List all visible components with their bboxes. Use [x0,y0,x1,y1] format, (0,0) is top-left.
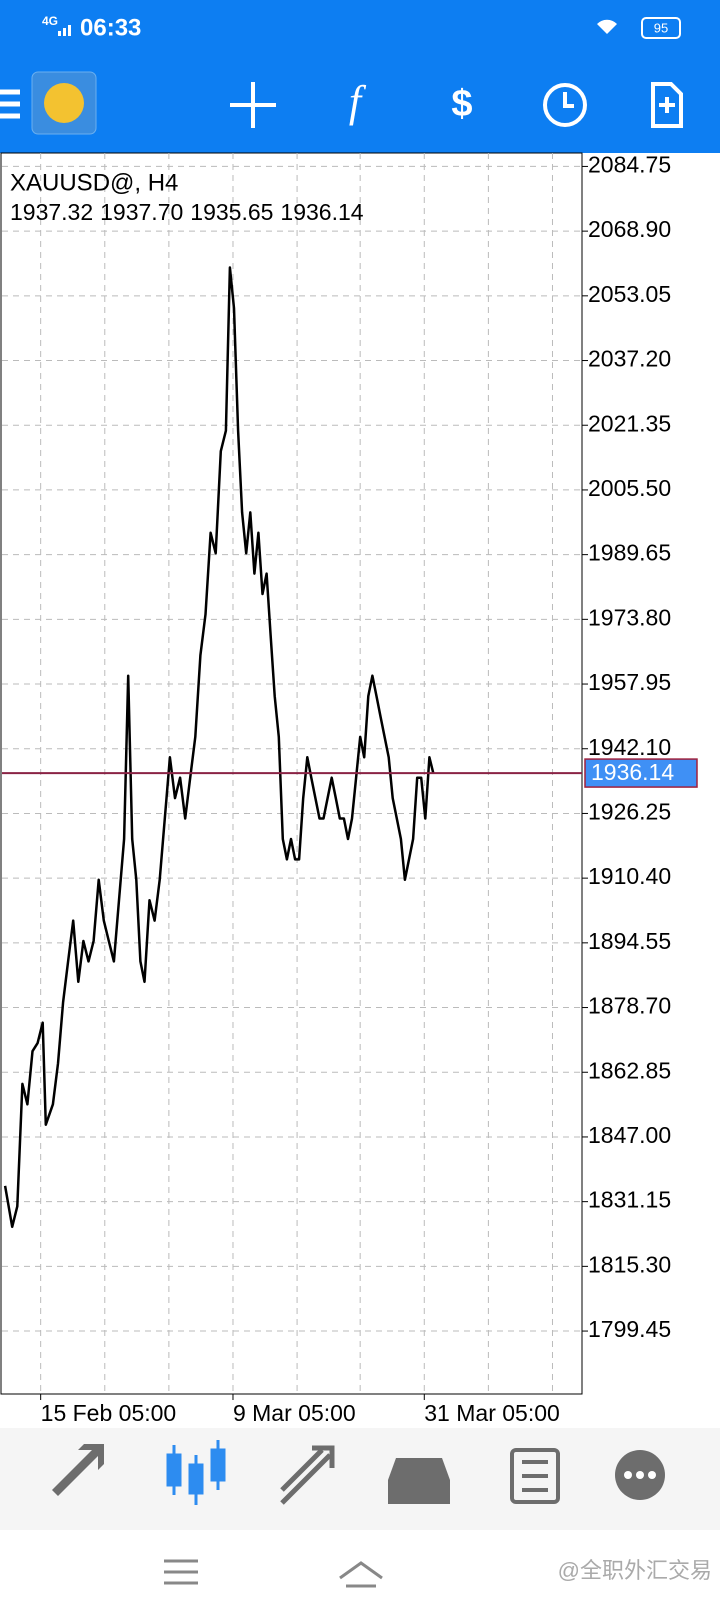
quotes-tab[interactable] [52,1444,104,1496]
y-tick-label: 2084.75 [588,152,671,178]
y-tick-label: 2021.35 [588,410,671,436]
ohlc-value: 1937.32 [10,199,93,225]
x-tick-label: 9 Mar 05:00 [233,1400,356,1426]
y-tick-label: 1942.10 [588,734,671,760]
battery-icon [641,17,681,39]
y-tick-label: 1831.15 [588,1187,671,1213]
watermark: @全职外汇交易 [558,1558,712,1583]
ohlc-value: 1935.65 [190,199,273,225]
timeframe-button[interactable] [543,83,587,127]
y-tick-label: 1989.65 [588,540,671,566]
price-line [3,266,435,1229]
bottom-nav [0,1428,720,1530]
x-tick-label: 15 Feb 05:00 [41,1400,177,1426]
y-tick-label: 1847.00 [588,1122,671,1148]
chat-tab[interactable] [615,1450,665,1500]
y-tick-label: 2068.90 [588,216,671,242]
y-tick-label: 2053.05 [588,281,671,307]
chart-tab[interactable] [166,1440,226,1505]
history-tab[interactable] [388,1458,450,1504]
y-tick-label: 1910.40 [588,863,671,889]
current-price-label: 1936.14 [591,759,674,785]
current-price-box [584,758,698,788]
y-tick-label: 2005.50 [588,475,671,501]
y-tick-label: 1973.80 [588,604,671,630]
system-menu[interactable] [164,1559,198,1585]
menu-button[interactable] [0,89,20,119]
y-tick-label: 1815.30 [588,1251,671,1277]
system-home[interactable] [339,1561,383,1588]
symbol-label: XAUUSD@, H4 [10,169,178,196]
battery-level: 95 [654,20,668,35]
y-tick-label: 1862.85 [588,1057,671,1083]
ohlc-value: 1936.14 [280,199,363,225]
trade-tab[interactable] [280,1445,335,1505]
clock: 06:33 [80,14,141,41]
signal-icon [58,25,71,36]
app-logo-mark [44,83,84,123]
y-tick-label: 1926.25 [588,799,671,825]
y-tick-label: 1894.55 [588,928,671,954]
y-tick-label: 1878.70 [588,993,671,1019]
y-tick-label: 2037.20 [588,346,671,372]
news-tab[interactable] [510,1448,560,1504]
ohlc-value: 1937.70 [100,199,183,225]
x-tick-label: 31 Mar 05:00 [424,1400,560,1426]
new-order-button[interactable] [651,82,683,128]
wifi-icon [597,19,617,34]
ohlc-values: 1937.32 1937.70 1935.65 1936.14 [10,199,364,225]
chart: 2084.75 2068.90 2053.05 2037.20 2021.35 2005.… [2,152,698,1426]
network: 4G [42,14,58,28]
y-tick-label: 1957.95 [588,669,671,695]
trade-button[interactable]: $ [451,83,472,125]
y-tick-label: 1799.45 [588,1316,671,1342]
crosshair-button[interactable] [230,82,276,128]
